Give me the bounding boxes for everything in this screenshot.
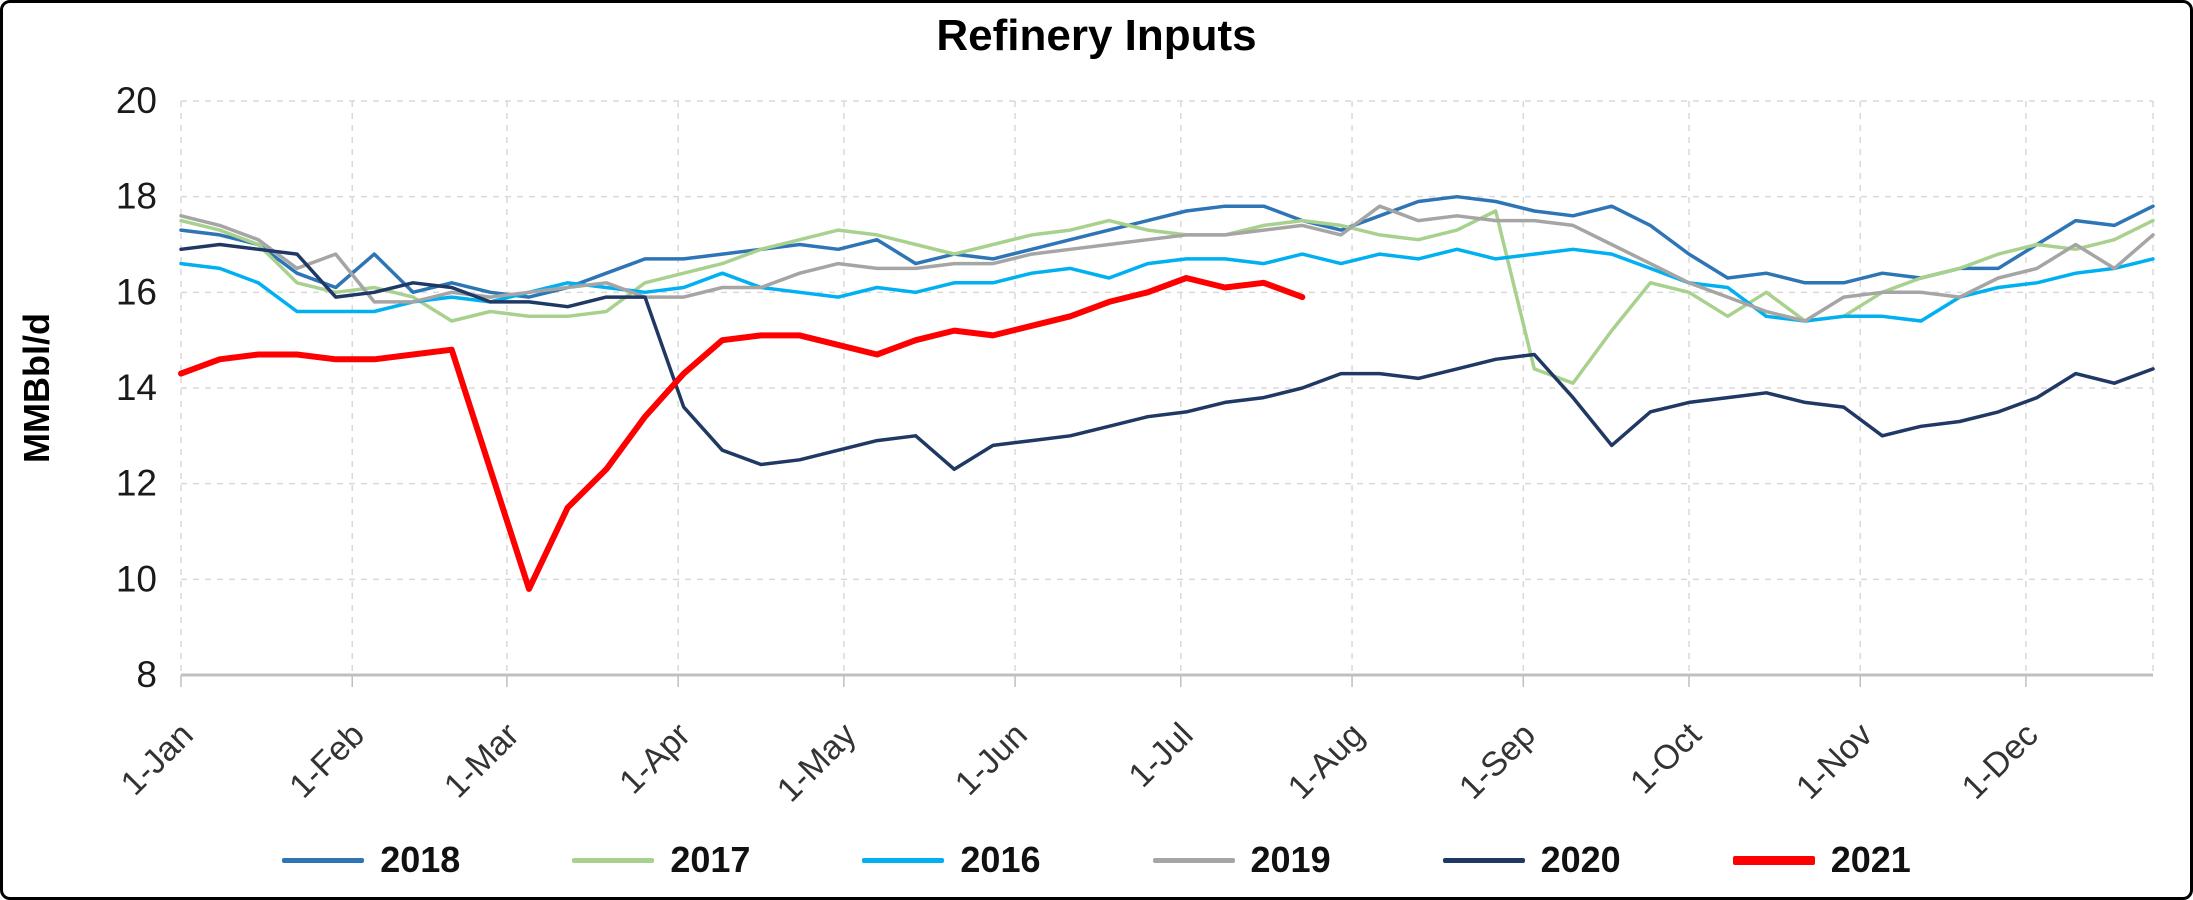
y-axis-title: MMBbl/d (16, 313, 57, 463)
x-tick-label: 1-Oct (1623, 715, 1709, 801)
legend-swatch-2021 (1732, 855, 1815, 865)
legend-label-2017: 2017 (670, 839, 751, 880)
x-tick-label: 1-Nov (1789, 716, 1880, 807)
x-tick-label: 1-Feb (282, 716, 372, 806)
y-tick-label: 10 (116, 558, 157, 599)
chart-legend: 2018 2017 2016 2019 2020 2021 (3, 839, 2190, 881)
legend-label-2021: 2021 (1830, 839, 1911, 880)
y-tick-label: 18 (116, 176, 157, 217)
legend-label-2016: 2016 (960, 839, 1041, 880)
legend-item-2018: 2018 (282, 839, 460, 881)
x-tick-label: 1-Jan (114, 716, 201, 803)
legend-swatch-2019 (1152, 857, 1235, 863)
legend-item-2017: 2017 (572, 839, 750, 881)
legend-label-2018: 2018 (380, 839, 461, 880)
legend-swatch-2016 (862, 857, 945, 863)
series-line-2021 (178, 275, 1306, 592)
legend-item-2016: 2016 (862, 839, 1041, 881)
x-tick-label: 1-May (770, 716, 864, 810)
y-tick-label: 8 (136, 654, 157, 695)
chart-title: Refinery Inputs (936, 11, 1257, 60)
x-tick-label: 1-Jun (948, 716, 1035, 803)
y-tick-label: 20 (116, 80, 157, 121)
series-line-2016 (179, 247, 2155, 323)
series-line-2020 (179, 242, 2155, 472)
legend-item-2021: 2021 (1732, 839, 1911, 881)
legend-label-2020: 2020 (1540, 839, 1621, 880)
x-tick-label: 1-Dec (1955, 716, 2046, 807)
x-tick-label: 1-Sep (1452, 716, 1543, 807)
legend-swatch-2017 (572, 857, 655, 863)
x-tick-label: 1-Jul (1121, 716, 1200, 795)
y-tick-label: 14 (116, 367, 157, 408)
legend-label-2019: 2019 (1250, 839, 1331, 880)
legend-swatch-2018 (282, 857, 365, 863)
legend-item-2019: 2019 (1152, 839, 1331, 881)
y-tick-label: 16 (116, 271, 157, 312)
legend-swatch-2020 (1442, 857, 1525, 863)
x-tick-label: 1-Mar (437, 716, 527, 806)
y-tick-label: 12 (116, 463, 157, 504)
x-tick-label: 1-Aug (1281, 716, 1372, 807)
series-line-2019 (179, 204, 2155, 323)
x-tick-label: 1-Apr (612, 716, 698, 802)
legend-item-2020: 2020 (1442, 839, 1621, 881)
chart-plot-area: MMBbl/d 8 10 12 14 16 18 20 1-Jan 1-Feb 1-Mar 1-Ap… (16, 80, 2155, 810)
